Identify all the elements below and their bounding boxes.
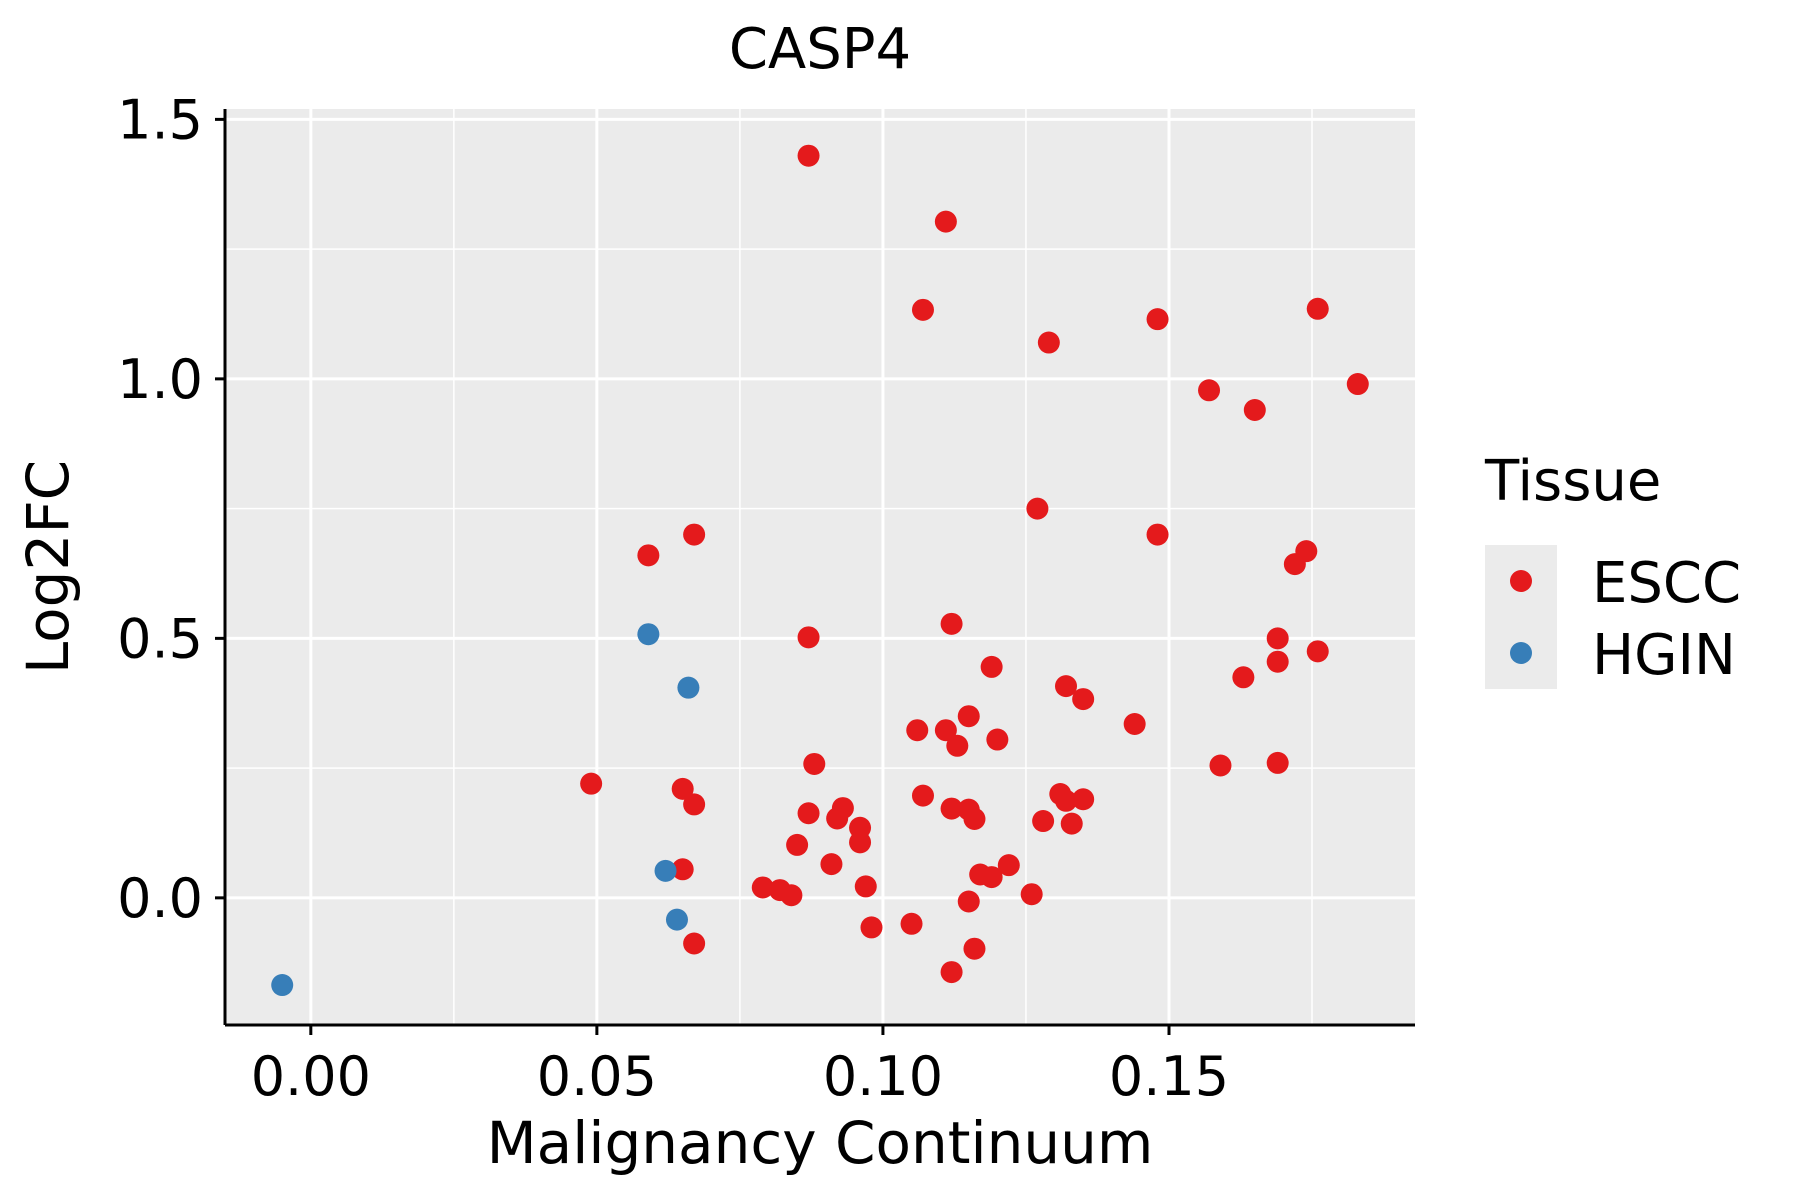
point-escc-4 [1146,308,1169,331]
point-escc-7 [1243,399,1266,422]
point-escc-59 [854,875,877,898]
x-tick-label-2: 0.10 [823,1045,943,1108]
point-escc-33 [580,772,603,795]
point-escc-26 [906,719,929,742]
data-points [271,144,1369,997]
point-escc-62 [860,916,883,939]
point-escc-60 [1020,883,1043,906]
y-tick-label-3: 1.5 [117,88,203,151]
point-escc-1 [934,210,957,233]
point-escc-5 [1306,297,1329,320]
y-tick-label-1: 0.5 [117,607,203,670]
point-escc-58 [780,884,803,907]
point-escc-32 [1266,751,1289,774]
legend-title: Tissue [1484,449,1661,514]
point-escc-30 [803,752,826,775]
y-ticks: 0.0 0.5 1.0 1.5 [117,88,225,930]
point-escc-46 [1032,810,1055,833]
point-escc-16 [940,612,963,635]
point-escc-56 [751,876,774,899]
point-escc-55 [980,866,1003,889]
point-escc-23 [1072,688,1095,711]
point-escc-11 [637,544,660,567]
point-escc-12 [1146,523,1169,546]
point-escc-40 [797,802,820,825]
point-escc-22 [1055,675,1078,698]
point-escc-36 [911,784,934,807]
point-escc-19 [1266,650,1289,673]
legend-key-escc [1510,570,1532,592]
point-escc-31 [1209,754,1232,777]
chart-title: CASP4 [729,17,911,82]
point-escc-18 [1306,640,1329,663]
point-escc-38 [1055,789,1078,812]
point-escc-34 [671,777,694,800]
point-escc-35 [683,793,706,816]
point-escc-42 [826,807,849,830]
point-hgin-0 [637,623,660,646]
x-tick-label-0: 0.00 [251,1045,371,1108]
point-hgin-1 [677,676,700,699]
plot-panel [225,109,1415,1024]
y-tick-label-0: 0.0 [117,867,203,930]
point-escc-25 [1123,712,1146,735]
point-escc-50 [786,833,809,856]
point-escc-47 [1060,812,1083,835]
grid-major [225,109,1415,1025]
point-escc-20 [980,655,1003,678]
point-escc-64 [683,932,706,955]
point-escc-21 [1232,666,1255,689]
legend-key-background [1485,545,1557,689]
point-escc-45 [963,807,986,830]
x-ticks: 0.00 0.05 0.10 0.15 [251,1025,1229,1108]
legend-label-escc: ESCC [1592,551,1741,616]
point-hgin-4 [271,974,294,997]
point-escc-6 [1198,379,1221,402]
point-escc-43 [940,797,963,820]
point-hgin-3 [665,908,688,931]
point-escc-9 [1026,497,1049,520]
point-escc-29 [986,728,1009,751]
y-tick-label-2: 1.0 [117,348,203,411]
point-escc-66 [940,961,963,984]
legend-key-hgin [1510,642,1532,664]
point-escc-8 [1346,373,1369,396]
point-escc-15 [797,626,820,649]
point-escc-17 [1266,627,1289,650]
x-axis-title: Malignancy Continuum [487,1109,1154,1177]
x-tick-label-1: 0.05 [537,1045,657,1108]
point-escc-0 [797,144,820,167]
x-tick-label-3: 0.15 [1109,1045,1229,1108]
point-escc-10 [683,523,706,546]
point-escc-49 [849,831,872,854]
point-escc-24 [957,705,980,728]
point-escc-52 [671,858,694,881]
point-escc-53 [997,854,1020,877]
point-escc-14 [1283,553,1306,576]
point-escc-61 [957,890,980,913]
point-escc-27 [934,719,957,742]
point-escc-39 [1072,788,1095,811]
point-escc-63 [900,912,923,935]
point-hgin-2 [654,859,677,882]
point-escc-65 [963,937,986,960]
legend-label-hgin: HGIN [1592,623,1736,688]
point-escc-51 [820,853,843,876]
y-axis-title: Log2FC [14,460,82,674]
point-escc-28 [946,734,969,757]
point-escc-2 [911,298,934,321]
point-escc-3 [1037,331,1060,354]
legend: Tissue ESCC HGIN [1484,449,1741,689]
